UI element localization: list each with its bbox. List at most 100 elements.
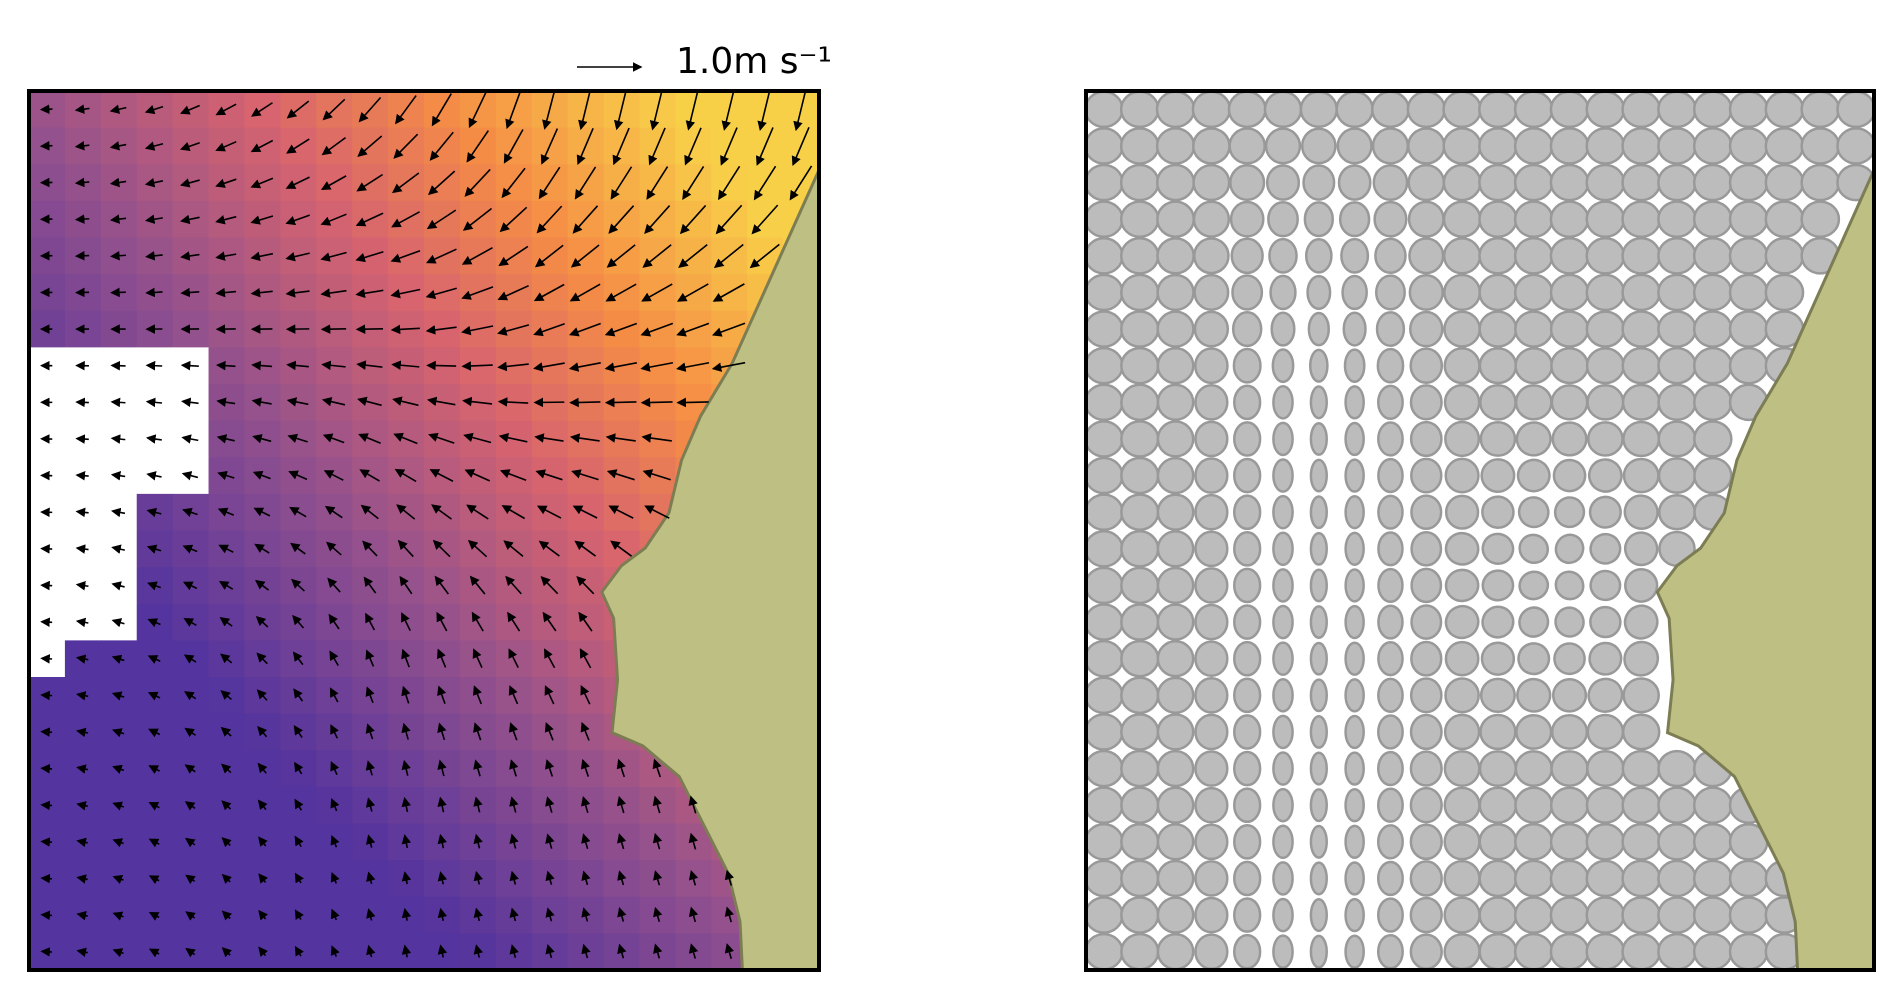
velocity-arrow <box>653 906 663 922</box>
ellipse <box>1377 494 1404 530</box>
velocity-arrow <box>507 611 521 632</box>
ellipse <box>1657 236 1697 275</box>
velocity-arrow <box>76 874 88 884</box>
ellipse <box>1728 896 1769 934</box>
ellipse <box>1621 163 1662 202</box>
ellipse <box>1120 603 1160 641</box>
velocity-arrow <box>688 795 698 814</box>
ellipse <box>1585 932 1626 970</box>
ellipse <box>1309 348 1329 383</box>
ellipse <box>1309 824 1328 859</box>
ellipse <box>1550 384 1589 421</box>
velocity-arrow <box>606 469 635 481</box>
ellipse <box>1481 605 1515 639</box>
velocity-arrow <box>365 686 375 704</box>
ellipse <box>1692 310 1733 348</box>
velocity-arrow <box>535 469 563 481</box>
velocity-arrow <box>538 540 560 557</box>
velocity-arrow <box>252 434 272 444</box>
velocity-arrow <box>392 172 420 194</box>
velocity-arrow <box>791 126 810 167</box>
velocity-arrow <box>40 910 52 921</box>
ellipse <box>1514 786 1554 824</box>
velocity-arrow <box>215 140 237 152</box>
quiver-key-label: 1.0m s⁻¹ <box>676 41 832 82</box>
ellipse <box>1309 605 1328 640</box>
velocity-arrow <box>109 177 127 188</box>
ellipse <box>1513 127 1554 165</box>
ellipse <box>1407 163 1446 202</box>
velocity-arrow <box>180 214 200 225</box>
ellipse <box>1194 786 1229 824</box>
velocity-arrow <box>357 135 383 157</box>
ellipse <box>1233 897 1262 933</box>
ellipse <box>1309 531 1328 566</box>
ellipse <box>1658 493 1696 531</box>
velocity-arrow <box>580 758 590 777</box>
velocity-arrow <box>431 93 453 127</box>
ellipse <box>1120 530 1160 568</box>
ellipse <box>1120 749 1160 788</box>
ellipse <box>1693 456 1733 495</box>
ellipse <box>1513 236 1554 275</box>
ellipse <box>1410 494 1443 531</box>
velocity-arrow <box>76 764 89 774</box>
ellipse <box>1585 273 1626 312</box>
ellipse <box>1376 347 1405 384</box>
velocity-arrow <box>75 617 89 628</box>
ellipse <box>1119 91 1160 129</box>
velocity-arrow <box>182 544 198 554</box>
ellipse <box>1728 163 1769 202</box>
velocity-arrow <box>501 167 526 199</box>
ellipse <box>1194 933 1229 970</box>
ellipse <box>1193 310 1230 348</box>
panel-frame <box>27 89 821 972</box>
ellipse <box>1513 932 1554 970</box>
velocity-arrow <box>215 178 237 188</box>
velocity-arrow <box>401 907 412 921</box>
ellipse <box>1194 603 1229 641</box>
velocity-arrow <box>219 617 233 627</box>
velocity-arrow <box>182 581 198 591</box>
ellipse <box>1120 493 1160 531</box>
velocity-arrow <box>40 654 53 664</box>
ellipse <box>1585 91 1626 129</box>
velocity-arrow <box>220 653 233 664</box>
ellipse <box>1376 824 1404 860</box>
ellipse <box>1156 640 1195 678</box>
velocity-arrow <box>285 252 310 262</box>
ellipse <box>1800 200 1841 239</box>
ellipse <box>1728 310 1769 348</box>
ellipse <box>1233 750 1262 787</box>
ellipse <box>1692 822 1733 861</box>
ellipse-panel <box>1086 91 1874 970</box>
ellipse <box>1443 750 1481 788</box>
velocity-arrow <box>329 687 339 703</box>
velocity-arrow <box>429 131 454 161</box>
ellipse <box>1229 200 1265 238</box>
ellipse <box>1585 163 1626 202</box>
ellipse <box>1622 677 1660 714</box>
velocity-arrow <box>392 396 419 407</box>
velocity-arrow <box>545 943 555 959</box>
velocity-arrow <box>509 944 519 958</box>
velocity-arrow <box>218 580 234 590</box>
ellipse <box>1344 678 1365 713</box>
ellipse <box>1336 127 1373 165</box>
ellipse <box>1156 273 1195 312</box>
velocity-arrow <box>215 287 237 298</box>
velocity-arrow <box>286 360 309 371</box>
velocity-arrow <box>254 543 270 554</box>
ellipse <box>1585 823 1626 861</box>
velocity-arrow <box>536 205 563 234</box>
velocity-arrow <box>146 434 162 444</box>
ellipse <box>1478 823 1518 861</box>
velocity-arrow <box>293 725 304 738</box>
velocity-arrow <box>184 691 197 701</box>
velocity-arrow <box>320 288 347 298</box>
velocity-arrow <box>642 469 671 481</box>
ellipse <box>1370 91 1410 129</box>
velocity-arrow <box>648 127 666 166</box>
ellipse <box>1377 641 1404 677</box>
ellipse <box>1443 310 1481 348</box>
